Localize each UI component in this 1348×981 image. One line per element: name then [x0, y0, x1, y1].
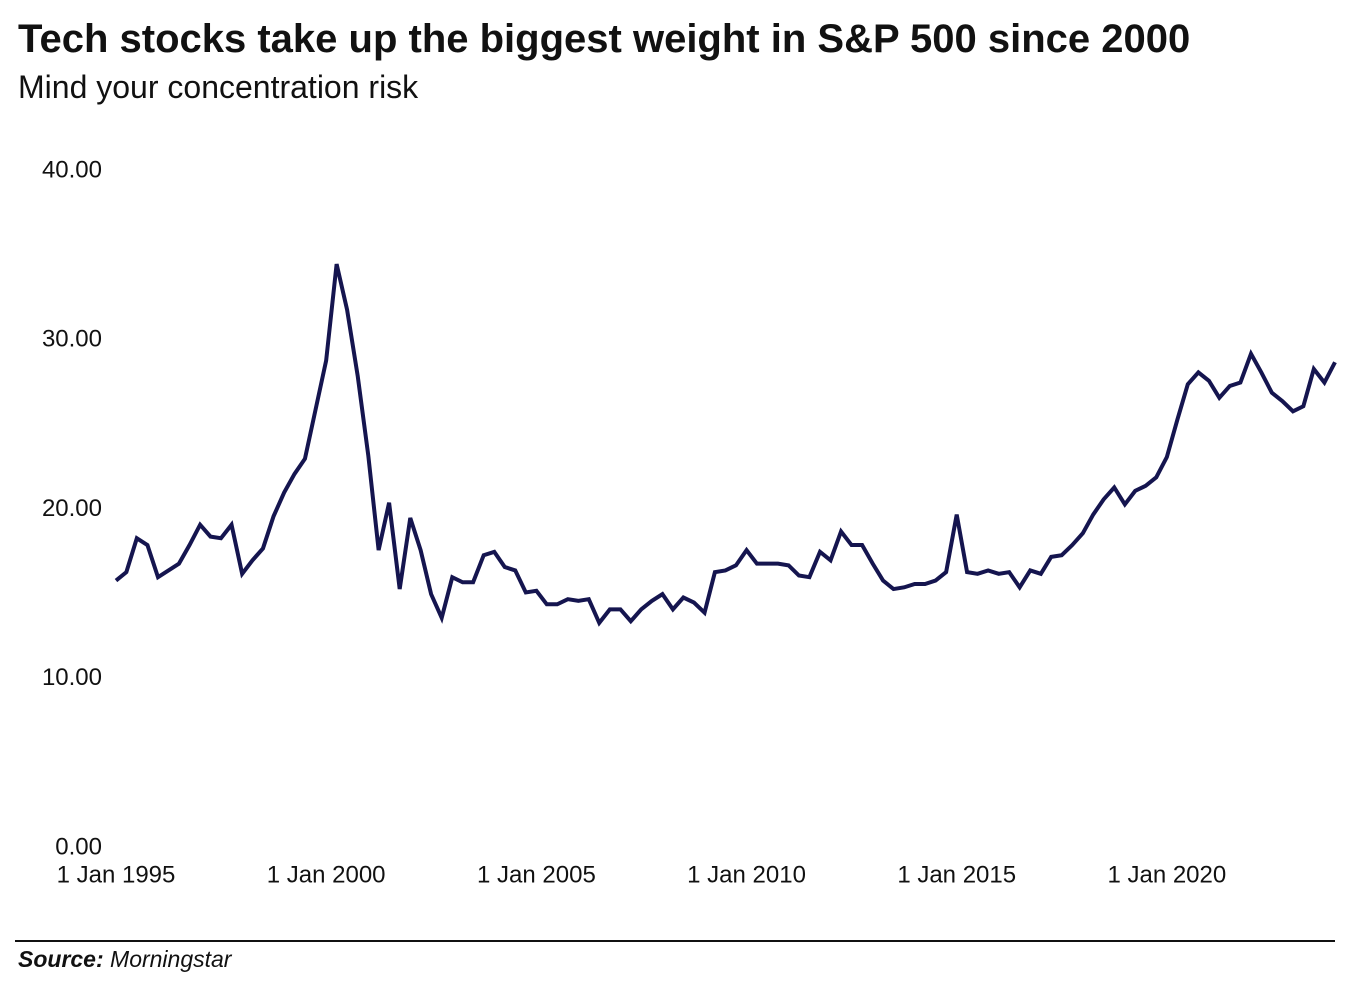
source-note: Source: Morningstar	[18, 946, 233, 972]
chart-subtitle: Mind your concentration risk	[18, 69, 419, 105]
x-tick-label: 1 Jan 2010	[687, 861, 806, 888]
x-tick-label: 1 Jan 2020	[1107, 861, 1226, 888]
x-tick-label: 1 Jan 2000	[267, 861, 386, 888]
source-label: Source:	[18, 946, 104, 972]
x-tick-label: 1 Jan 1995	[57, 861, 176, 888]
series-line	[114, 263, 1337, 627]
chart-title: Tech stocks take up the biggest weight i…	[18, 17, 1190, 61]
y-tick-label: 0.00	[55, 833, 102, 860]
source-text: Morningstar	[110, 946, 233, 972]
y-tick-label: 10.00	[42, 664, 102, 691]
y-tick-label: 30.00	[42, 326, 102, 353]
y-tick-label: 20.00	[42, 495, 102, 522]
y-tick-label: 40.00	[42, 156, 102, 183]
x-tick-label: 1 Jan 2005	[477, 861, 596, 888]
x-tick-label: 1 Jan 2015	[897, 861, 1016, 888]
